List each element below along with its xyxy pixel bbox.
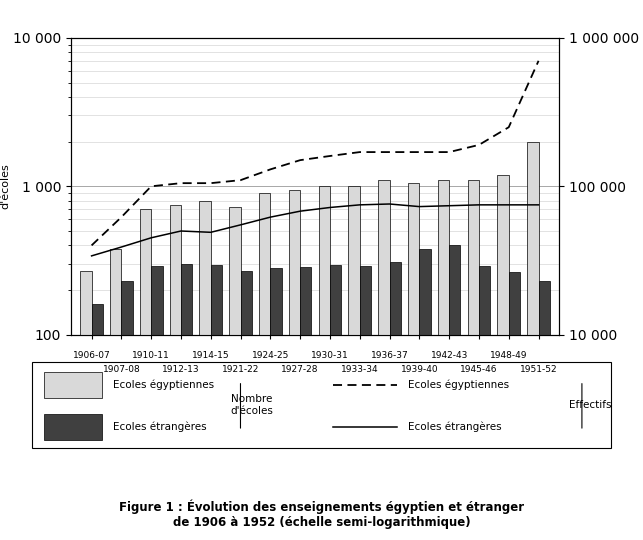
Bar [91,305,103,540]
Text: 1927-28: 1927-28 [282,366,319,374]
Text: 1951-52: 1951-52 [520,366,557,374]
Text: 1945-46: 1945-46 [460,366,498,374]
Bar [230,207,240,540]
Text: 1906-07: 1906-07 [73,352,111,361]
Bar [449,245,460,540]
Bar [539,281,550,540]
Text: Effectifs: Effectifs [569,400,612,410]
Text: 1948-49: 1948-49 [490,352,527,361]
Bar [509,272,520,540]
Text: 1910-11: 1910-11 [132,352,170,361]
Bar [151,266,163,540]
Text: Ecoles étrangères: Ecoles étrangères [113,421,207,432]
Y-axis label: Nombre
d'écoles: Nombre d'écoles [0,164,10,209]
Bar [467,180,479,540]
Bar [300,267,311,540]
Bar [330,265,341,540]
Bar [199,201,211,540]
Text: Ecoles égyptiennes: Ecoles égyptiennes [408,380,509,390]
Bar [170,205,181,540]
Bar [419,249,431,540]
Bar [349,186,360,540]
Text: Ecoles étrangères: Ecoles étrangères [408,421,502,432]
Text: Nombre
d'écoles: Nombre d'écoles [231,394,273,416]
Bar [498,174,509,540]
Text: 1914-15: 1914-15 [192,352,230,361]
Text: 1936-37: 1936-37 [370,352,408,361]
Bar [479,266,490,540]
Bar [140,210,151,540]
Bar [378,180,390,540]
Text: Ecoles égyptiennes: Ecoles égyptiennes [113,380,214,390]
Bar [270,268,282,540]
Text: 1921-22: 1921-22 [222,366,259,374]
Text: 1942-43: 1942-43 [430,352,468,361]
Bar [259,193,270,540]
Bar [390,262,401,540]
Bar [122,281,132,540]
Bar [211,265,222,540]
Bar [319,186,330,540]
Bar [438,180,449,540]
Text: 1924-25: 1924-25 [251,352,289,361]
Text: Figure 1 : Évolution des enseignements égyptien et étranger
de 1906 à 1952 (éche: Figure 1 : Évolution des enseignements é… [119,500,524,529]
Bar [289,190,300,540]
Bar [44,414,102,440]
Bar [110,249,122,540]
Bar [527,141,539,540]
Bar [240,271,252,540]
Bar [44,372,102,398]
Text: 1930-31: 1930-31 [311,352,349,361]
Bar [181,264,192,540]
Bar [80,271,91,540]
Bar [408,183,419,540]
Bar [360,266,371,540]
Text: 1939-40: 1939-40 [401,366,438,374]
Text: 1912-13: 1912-13 [162,366,200,374]
Text: 1933-34: 1933-34 [341,366,379,374]
Text: 1907-08: 1907-08 [102,366,140,374]
